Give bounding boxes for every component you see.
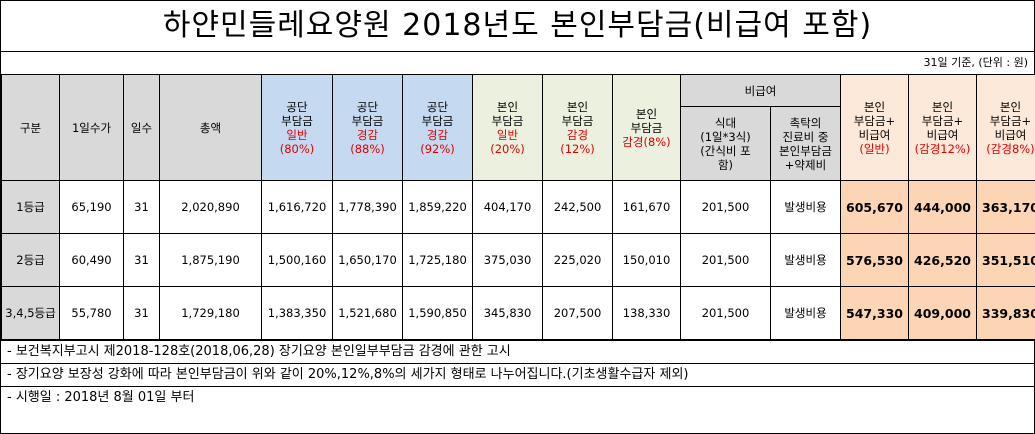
header-total: 총액 xyxy=(159,74,262,181)
header-self-general: 본인 부담금 일반 (20%) xyxy=(472,74,543,181)
header-sum-general: 본인 부담금+ 비급여 (일반) xyxy=(840,74,909,181)
header-gov-reduced-92: 공단 부담금 경감 (92%) xyxy=(402,74,473,181)
sum-general-cell: 576,530 xyxy=(840,233,909,287)
header-extra: 촉탁의 진료비 중 본인부담금 +약제비 xyxy=(770,106,841,181)
daily-fee-cell: 55,780 xyxy=(59,286,124,340)
sum8-cell: 351,510 xyxy=(976,233,1035,287)
total-cell: 1,875,190 xyxy=(159,233,262,287)
meal-cell: 201,500 xyxy=(680,286,771,340)
footnote-types: - 장기요양 보장성 강화에 따라 본인부담금이 위와 같이 20%,12%,8… xyxy=(1,363,1034,386)
gov88-cell: 1,650,170 xyxy=(332,233,403,287)
header-sum-reduced-12: 본인 부담금+ 비급여 (감경12%) xyxy=(908,74,977,181)
header-self-reduced-8: 본인 부담금 감경(8%) xyxy=(612,74,681,181)
table-row: 3,4,5등급 55,780 31 1,729,180 1,383,350 1,… xyxy=(1,286,1035,340)
self12-cell: 225,020 xyxy=(542,233,613,287)
daily-fee-cell: 60,490 xyxy=(59,233,124,287)
sum8-cell: 339,830 xyxy=(976,286,1035,340)
self8-cell: 138,330 xyxy=(612,286,681,340)
days-cell: 31 xyxy=(123,233,160,287)
header-gov-general: 공단 부담금 일반 (80%) xyxy=(261,74,333,181)
self20-cell: 375,030 xyxy=(472,233,543,287)
grade-cell: 1등급 xyxy=(1,180,60,234)
days-cell: 31 xyxy=(123,180,160,234)
unit-note: 31일 기준, (단위 : 원) xyxy=(923,56,1029,69)
header-category: 구분 xyxy=(1,74,60,181)
self8-cell: 150,010 xyxy=(612,233,681,287)
gov92-cell: 1,725,180 xyxy=(402,233,473,287)
header-meal: 식대 (1일*3식) (간식비 포 함) xyxy=(680,106,771,181)
gov88-cell: 1,521,680 xyxy=(332,286,403,340)
sum12-cell: 444,000 xyxy=(908,180,977,234)
gov88-cell: 1,778,390 xyxy=(332,180,403,234)
page-title: 하얀민들레요양원 2018년도 본인부담금(비급여 포함) xyxy=(1,1,1034,52)
gov80-cell: 1,500,160 xyxy=(261,233,333,287)
sum12-cell: 409,000 xyxy=(908,286,977,340)
gov80-cell: 1,383,350 xyxy=(261,286,333,340)
footnote-effective-date: - 시행일 : 2018년 8월 01일 부터 xyxy=(1,386,1034,409)
extra-cell: 발생비용 xyxy=(770,233,841,287)
sum8-cell: 363,170 xyxy=(976,180,1035,234)
footnotes: - 보건복지부고시 제2018-128호(2018,06,28) 장기요양 본인… xyxy=(1,340,1034,409)
header-days: 일수 xyxy=(123,74,160,181)
header-self-reduced-12: 본인 부담금 감경 (12%) xyxy=(542,74,613,181)
meal-cell: 201,500 xyxy=(680,233,771,287)
gov92-cell: 1,590,850 xyxy=(402,286,473,340)
sum-general-cell: 547,330 xyxy=(840,286,909,340)
gov92-cell: 1,859,220 xyxy=(402,180,473,234)
daily-fee-cell: 65,190 xyxy=(59,180,124,234)
grade-cell: 3,4,5등급 xyxy=(1,286,60,340)
gov80-cell: 1,616,720 xyxy=(261,180,333,234)
header-gov-reduced-88: 공단 부담금 경감 (88%) xyxy=(332,74,403,181)
days-cell: 31 xyxy=(123,286,160,340)
fee-table: 구분 1일수가 일수 총액 공단 부담금 일반 (80%) 공단 부담금 경감 (88%) … xyxy=(1,74,1035,340)
sum12-cell: 426,520 xyxy=(908,233,977,287)
total-cell: 2,020,890 xyxy=(159,180,262,234)
header-sum-reduced-8: 본인 부담금+ 비급여 (감경8%) xyxy=(976,74,1035,181)
self20-cell: 345,830 xyxy=(472,286,543,340)
header-non-covered: 비급여 xyxy=(680,74,841,107)
footnote-notice: - 보건복지부고시 제2018-128호(2018,06,28) 장기요양 본인… xyxy=(7,344,511,359)
header-daily-fee: 1일수가 xyxy=(59,74,124,181)
grade-cell: 2등급 xyxy=(1,233,60,287)
extra-cell: 발생비용 xyxy=(770,180,841,234)
total-cell: 1,729,180 xyxy=(159,286,262,340)
table-row: 1등급 65,190 31 2,020,890 1,616,720 1,778,… xyxy=(1,180,1035,234)
self20-cell: 404,170 xyxy=(472,180,543,234)
table-row: 2등급 60,490 31 1,875,190 1,500,160 1,650,… xyxy=(1,233,1035,287)
sum-general-cell: 605,670 xyxy=(840,180,909,234)
self8-cell: 161,670 xyxy=(612,180,681,234)
meal-cell: 201,500 xyxy=(680,180,771,234)
self12-cell: 207,500 xyxy=(542,286,613,340)
extra-cell: 발생비용 xyxy=(770,286,841,340)
self12-cell: 242,500 xyxy=(542,180,613,234)
